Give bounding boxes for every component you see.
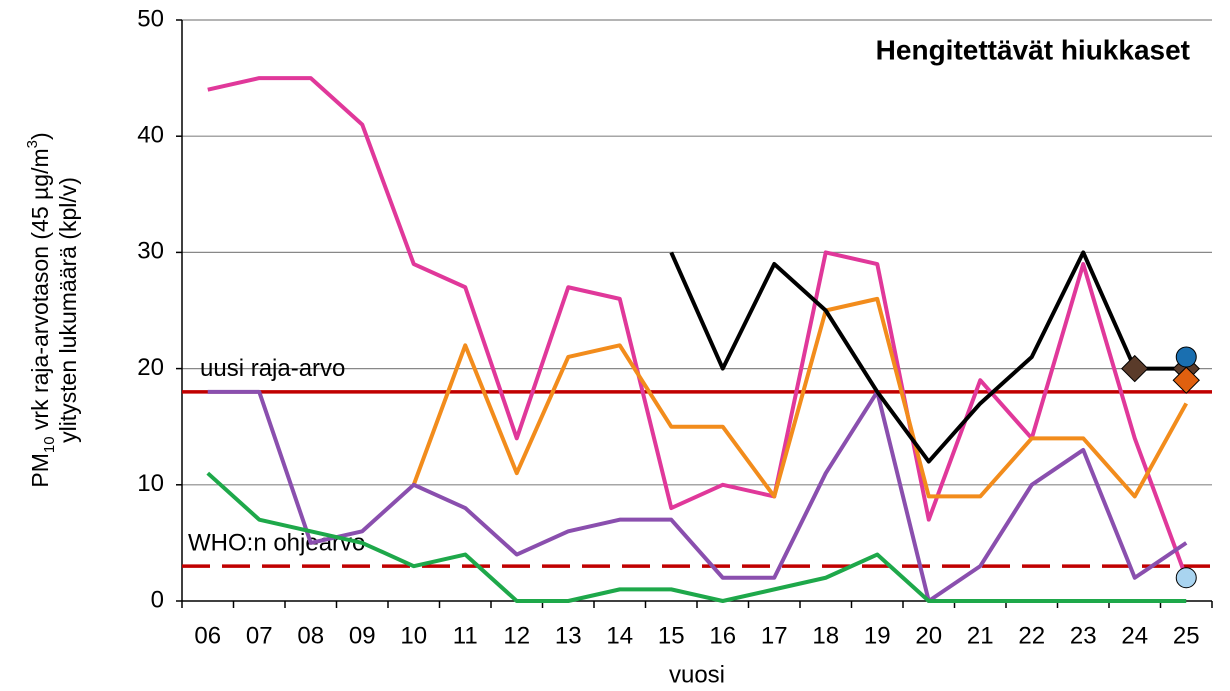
x-axis-label: vuosi — [669, 661, 725, 688]
x-tick-label: 12 — [503, 622, 530, 649]
reference-label: WHO:n ohjearvo — [188, 529, 365, 556]
data-line — [669, 250, 1187, 464]
marker — [1172, 366, 1200, 394]
marker — [1175, 567, 1197, 589]
x-tick-label: 22 — [1018, 622, 1045, 649]
y-label-part: 3 — [24, 140, 41, 148]
x-tick-label: 13 — [555, 622, 582, 649]
y-tick-label: 0 — [151, 586, 164, 613]
x-tick-label: 23 — [1070, 622, 1097, 649]
chart-title: Hengitettävät hiukkaset — [876, 34, 1190, 65]
x-tick-label: 09 — [349, 622, 376, 649]
x-tick-label: 18 — [812, 622, 839, 649]
x-tick-label: 06 — [194, 622, 221, 649]
y-label-part: 10 — [41, 436, 58, 453]
x-tick-label: 07 — [246, 622, 273, 649]
y-axis-label: PM10 vrk raja-arvotason (45 µg/m3) ylity… — [24, 132, 81, 487]
x-tick-label: 14 — [606, 622, 633, 649]
y-tick-label: 10 — [137, 470, 164, 497]
data-line — [206, 471, 1187, 603]
data-line — [207, 389, 1188, 603]
x-tick-label: 17 — [761, 622, 788, 649]
y-axis-label-line2: ylitysten lukumäärä (kpl/v) — [55, 177, 81, 443]
y-axis-label-line1: PM10 vrk raja-arvotason (45 µg/m3) — [24, 132, 58, 487]
y-tick-label: 40 — [137, 122, 164, 149]
x-tick-label: 24 — [1121, 622, 1148, 649]
x-tick-label: 15 — [658, 622, 685, 649]
data-line — [207, 76, 1189, 579]
x-tick-label: 08 — [297, 622, 324, 649]
y-tick-label: 50 — [137, 5, 164, 32]
x-tick-label: 25 — [1173, 622, 1200, 649]
x-tick-label: 20 — [915, 622, 942, 649]
y-label-part: PM — [27, 453, 53, 488]
marker — [1121, 354, 1149, 383]
data-line — [411, 296, 1188, 499]
x-tick-label: 21 — [967, 622, 994, 649]
reference-label: uusi raja-arvo — [200, 355, 345, 382]
x-tick-label: 11 — [453, 622, 478, 649]
y-tick-label: 30 — [137, 238, 164, 265]
x-tick-label: 19 — [864, 622, 891, 649]
x-tick-label: 10 — [400, 622, 427, 649]
x-tick-label: 16 — [709, 622, 736, 649]
y-label-part: ) — [27, 132, 53, 140]
y-label-part: vrk raja-arvotason (45 µg/m — [27, 148, 53, 436]
marker — [1175, 346, 1197, 368]
y-tick-label: 20 — [137, 354, 164, 381]
